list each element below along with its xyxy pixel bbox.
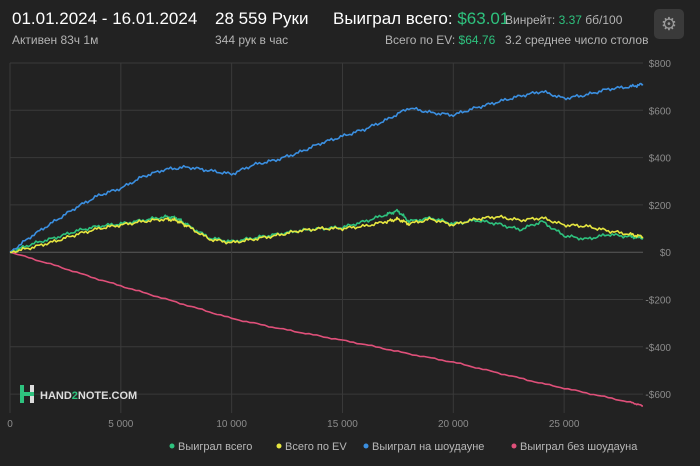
logo-text: HAND2NOTE.COM [40,390,137,402]
chart-grid [9,62,643,413]
legend-item-no-showdown[interactable]: Выиграл без шоудауна [520,441,638,453]
legend-marker-no-showdown [511,443,517,449]
winrate-value: 3.37 [558,13,582,27]
y-tick-label: $200 [649,201,672,212]
x-tick-label: 20 000 [438,419,469,430]
x-tick-label: 15 000 [327,419,358,430]
winrate-label: Винрейт: [505,13,556,27]
legend: Выиграл всего Всего по EV Выиграл на шоуда… [169,441,638,453]
x-tick-label: 5 000 [108,419,133,430]
chart-series [9,82,644,407]
active-time: Активен 83ч 1м [12,33,99,47]
chart: $800 $600 $400 $200 $0 -$200 -$400 -$600 0 5 000… [7,59,671,453]
legend-marker-won-total [169,443,175,449]
date-range: 01.01.2024 - 16.01.2024 [12,9,198,28]
legend-item-won-total[interactable]: Выиграл всего [178,441,252,453]
legend-item-ev[interactable]: Всего по EV [285,441,347,453]
legend-item-showdown[interactable]: Выиграл на шоудауне [372,441,484,453]
h-logo-icon [20,385,34,403]
winrate-unit: бб/100 [585,13,623,27]
y-tick-label: -$400 [645,343,671,354]
y-tick-label: $400 [649,154,672,165]
y-axis-ticks: $800 $600 $400 $200 $0 -$200 -$400 -$600 [645,59,671,401]
gear-icon: ⚙ [660,13,678,34]
hand2note-logo: HAND2NOTE.COM [20,385,137,403]
y-tick-label: $800 [649,59,672,70]
x-tick-label: 25 000 [549,419,580,430]
won-total-label: Выиграл всего: [333,9,453,28]
x-tick-label: 0 [7,419,13,430]
y-tick-label: -$600 [645,390,671,401]
series-line-showdown [9,82,644,253]
hands-per-hour: 344 рук в час [215,33,289,47]
legend-marker-showdown [363,443,369,449]
won-total: Выиграл всего: $63.01 [333,9,509,29]
legend-marker-ev [276,443,282,449]
y-tick-label: -$200 [645,295,671,306]
won-total-value: $63.01 [457,9,510,28]
series-line-no-showdown [9,251,644,407]
winrate: Винрейт: 3.37 бб/100 [505,13,622,27]
ev-total-value: $64.76 [458,33,496,47]
series-line-ev [9,214,644,254]
hands-count: 28 559 Руки [215,9,309,28]
y-tick-label: $0 [660,248,672,259]
avg-tables: 3.2 среднее число столов [505,33,649,47]
x-tick-label: 10 000 [216,419,247,430]
ev-total-label: Всего по EV: [385,33,456,47]
settings-button[interactable]: ⚙ [654,9,684,39]
series-line-won-total [9,208,644,254]
y-tick-label: $600 [649,106,672,117]
x-axis-ticks: 0 5 000 10 000 15 000 20 000 25 000 [7,419,580,430]
ev-total: Всего по EV: $64.76 [385,33,495,47]
